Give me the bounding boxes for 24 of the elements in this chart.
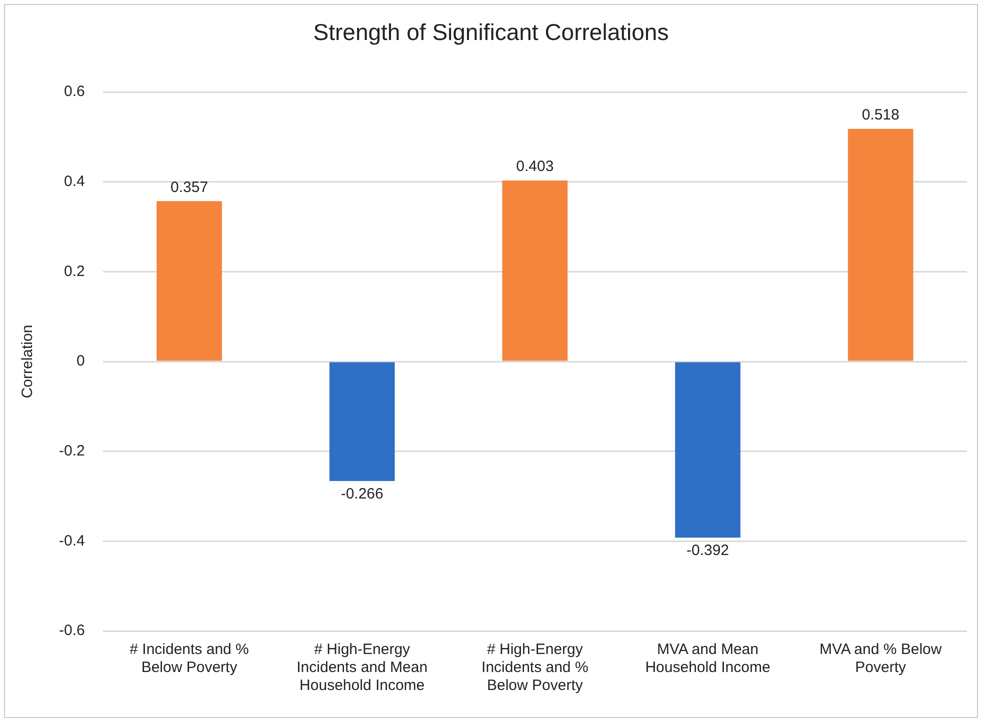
y-tick-label: 0.4 bbox=[64, 172, 85, 190]
x-tick-label: MVA and % Below Poverty bbox=[819, 641, 942, 676]
bar bbox=[502, 180, 568, 361]
data-label: 0.403 bbox=[516, 158, 554, 176]
y-tick-label: 0.6 bbox=[64, 83, 85, 100]
y-tick-label: 0.2 bbox=[64, 262, 85, 280]
bar bbox=[329, 362, 395, 481]
y-tick-label: -0.2 bbox=[58, 442, 85, 460]
data-label: 0.357 bbox=[170, 178, 208, 196]
data-label: -0.266 bbox=[340, 486, 384, 503]
bar bbox=[675, 362, 740, 538]
data-label: 0.518 bbox=[862, 106, 900, 124]
y-tick-label: 0 bbox=[76, 352, 85, 370]
data-label: -0.392 bbox=[686, 542, 730, 560]
y-axis-title: Correlation bbox=[19, 324, 36, 398]
x-tick-label: # High-Energy Incidents and % Below Poverty bbox=[482, 641, 588, 694]
x-tick-label: MVA and Mean Household Income bbox=[645, 641, 770, 676]
bar bbox=[848, 128, 914, 361]
bar bbox=[156, 201, 222, 361]
chart-title: Strength of Significant Correlations bbox=[312, 19, 670, 46]
x-tick-label: # High-Energy Incidents and Mean Household Income bbox=[296, 641, 428, 694]
y-tick-label: -0.6 bbox=[58, 622, 85, 640]
x-tick-label: # Incidents and % Below Poverty bbox=[130, 641, 249, 676]
y-tick-label: -0.4 bbox=[58, 532, 85, 550]
